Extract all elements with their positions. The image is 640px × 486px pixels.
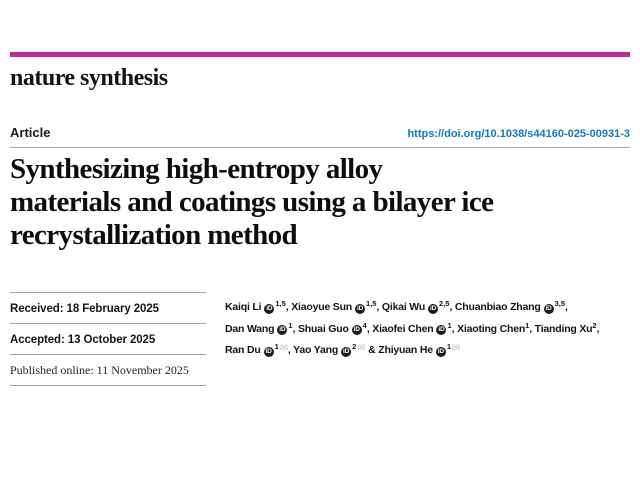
author-name: Qikai Wu	[381, 301, 426, 313]
author-separator: ,	[596, 322, 600, 335]
author-separator: ,	[366, 322, 373, 335]
orcid-icon[interactable]: iD	[436, 325, 447, 335]
author-separator: ,	[287, 344, 294, 356]
author: Kaiqi Li iD 1,5,	[225, 299, 292, 314]
orcid-icon[interactable]: iD	[277, 325, 288, 335]
author-name: Xiaoyue Sun	[291, 301, 353, 313]
doi-link[interactable]: https://doi.org/10.1038/s44160-025-00931…	[407, 128, 630, 140]
email-icon[interactable]: ✉	[452, 342, 461, 354]
author: Dan Wang iD 1,	[225, 320, 298, 335]
author-separator: ,	[285, 301, 292, 313]
author-line: Ran Du iD 1✉, Yao Yang iD 2✉ & Zhiyuan He iD 1…	[225, 338, 630, 360]
orcid-icon[interactable]: iD	[341, 346, 352, 357]
email-icon[interactable]: ✉	[357, 342, 366, 354]
author: Ran Du iD 1✉,	[225, 342, 294, 357]
orcid-icon[interactable]: iD	[435, 346, 446, 357]
author-name: Ran Du	[225, 344, 261, 356]
author: Xiaofei Chen iD 1,	[372, 320, 458, 335]
orcid-icon[interactable]: iD	[543, 303, 554, 314]
author-line: Dan Wang iD 1, Shuai Guo iD 4, Xiaofei Chen i…	[225, 317, 630, 339]
author-name: Chuanbiao Zhang	[454, 301, 541, 313]
email-icon[interactable]: ✉	[279, 342, 288, 354]
affiliation-superscript: 1	[447, 320, 452, 330]
author-name: Zhiyuan He	[378, 344, 433, 356]
author-separator: ,	[451, 322, 458, 335]
affiliation-superscript: 1	[288, 320, 293, 330]
author: Xiaoting Chen1,	[457, 320, 535, 335]
author-separator: ,	[449, 301, 455, 313]
page-title: Synthesizing high-entropy alloy material…	[10, 153, 630, 252]
published-date: Published online: 11 November 2025	[10, 363, 189, 377]
author-list: Kaiqi Li iD 1,5, Xiaoyue Sun iD 1,5, Qikai W…	[225, 292, 630, 386]
author: Qikai Wu iD 2,5,	[381, 299, 455, 314]
author-name: Xiaoting Chen	[457, 322, 526, 335]
article-type-label: Article	[10, 125, 51, 140]
article-meta-row: Article https://doi.org/10.1038/s44160-0…	[10, 125, 630, 140]
author-name: Yao Yang	[293, 344, 339, 356]
affiliation-superscript: 2	[592, 320, 597, 330]
meta-columns: Received: 18 February 2025 Accepted: 13 …	[10, 292, 630, 386]
history-dates: Received: 18 February 2025 Accepted: 13 …	[10, 292, 206, 386]
title-line: materials and coatings using a bilayer i…	[10, 186, 494, 218]
journal-accent-bar	[10, 52, 630, 57]
orcid-icon[interactable]: iD	[428, 303, 439, 314]
affiliation-superscript: 1	[274, 342, 279, 351]
author-line: Kaiqi Li iD 1,5, Xiaoyue Sun iD 1,5, Qikai W…	[225, 295, 630, 317]
affiliation-superscript: 2,5	[439, 299, 450, 308]
affiliation-superscript: 4	[362, 320, 367, 330]
article-header-page: nature synthesis Article https://doi.org…	[0, 52, 640, 386]
author: Xiaoyue Sun iD 1,5,	[291, 299, 382, 314]
affiliation-superscript: 1	[446, 342, 452, 351]
accepted-date-row: Accepted: 13 October 2025	[10, 323, 206, 354]
author-name: Dan Wang	[225, 322, 275, 335]
author-separator: ,	[529, 322, 535, 335]
orcid-icon[interactable]: iD	[355, 303, 366, 314]
affiliation-superscript: 1	[525, 320, 530, 330]
author: Tianding Xu2,	[534, 320, 600, 335]
received-date-row: Received: 18 February 2025	[10, 292, 206, 323]
title-line: Synthesizing high-entropy alloy	[10, 153, 383, 185]
published-date-row: Published online: 11 November 2025	[10, 354, 206, 386]
accepted-date: Accepted: 13 October 2025	[10, 334, 156, 346]
author: Zhiyuan He iD 1✉	[378, 342, 461, 357]
author-name: Xiaofei Chen	[372, 322, 434, 335]
affiliation-superscript: 2	[352, 342, 357, 351]
author: Chuanbiao Zhang iD 3,5,	[454, 299, 568, 314]
affiliation-superscript: 3,5	[554, 299, 566, 308]
author: Yao Yang iD 2✉ &	[293, 342, 379, 357]
author-name: Kaiqi Li	[225, 301, 262, 313]
received-date: Received: 18 February 2025	[10, 303, 159, 315]
orcid-icon[interactable]: iD	[263, 346, 274, 357]
title-line: recrystallization method	[10, 219, 298, 251]
journal-wordmark: nature synthesis	[10, 65, 168, 91]
orcid-icon[interactable]: iD	[351, 325, 362, 335]
author-name: Shuai Guo	[297, 322, 349, 335]
author-name: Tianding Xu	[534, 322, 593, 335]
affiliation-superscript: 1,5	[275, 299, 286, 308]
author-separator: &	[365, 344, 379, 356]
author-separator: ,	[376, 301, 382, 313]
affiliation-superscript: 1,5	[366, 299, 377, 308]
header-divider	[10, 147, 630, 148]
orcid-icon[interactable]: iD	[264, 303, 275, 314]
author: Shuai Guo iD 4,	[297, 320, 373, 335]
author-separator: ,	[565, 301, 568, 313]
author-separator: ,	[292, 322, 298, 335]
